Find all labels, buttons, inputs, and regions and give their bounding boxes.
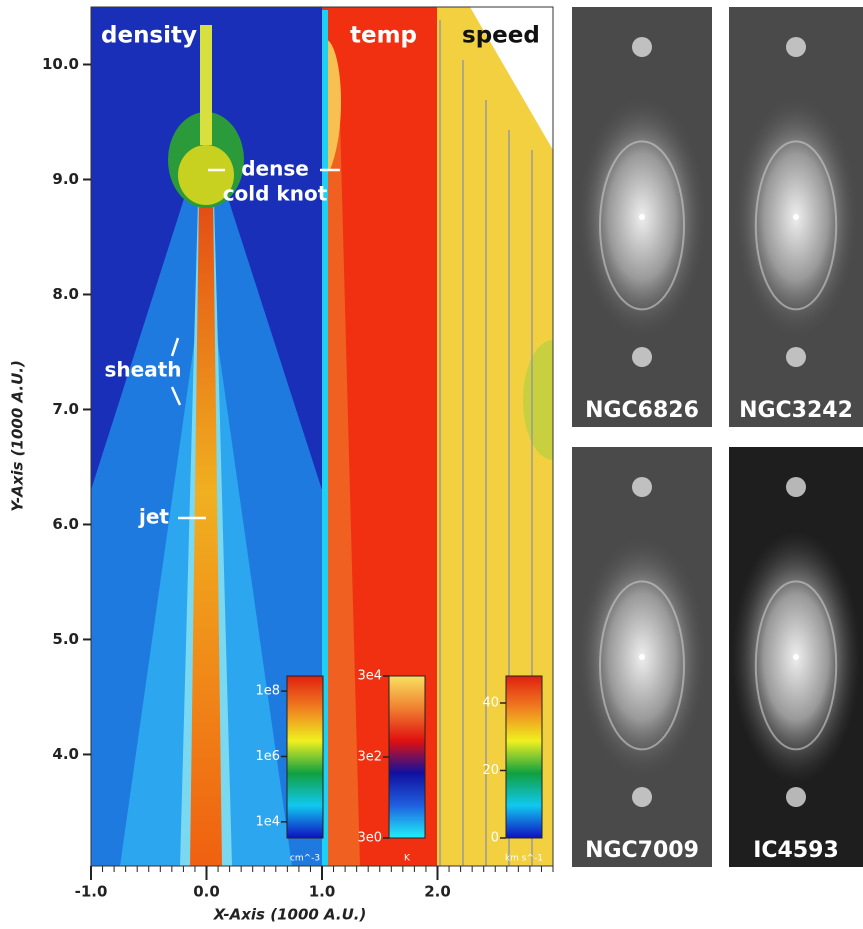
panel-label: speed [462, 23, 540, 49]
x-tick-label: 1.0 [309, 883, 336, 901]
colorbar-tick-label: 20 [482, 763, 499, 778]
x-tick-label: 2.0 [424, 883, 451, 901]
panel-label: temp [350, 23, 417, 49]
x-tick-label: -1.0 [75, 883, 108, 901]
nebula-knot [786, 787, 806, 807]
central-star [639, 654, 645, 660]
nebula-knot [632, 787, 652, 807]
nebula-knot [786, 477, 806, 497]
y-tick-label: 5.0 [52, 630, 79, 648]
colorbar-tick-label: 40 [482, 696, 499, 711]
annotation: jet [138, 505, 169, 529]
colorbar [506, 676, 542, 838]
nebula-knot [786, 37, 806, 57]
colorbar-tick-label: 3e0 [357, 831, 382, 846]
nebula-knot [632, 37, 652, 57]
image-label: NGC7009 [585, 838, 699, 863]
y-tick-label: 8.0 [52, 285, 79, 303]
y-tick-label: 4.0 [52, 745, 79, 763]
annotation: cold knot [223, 182, 328, 206]
figure: X-Axis (1000 A.U.) Y-Axis (1000 A.U.) 4.… [0, 0, 863, 929]
central-star [793, 654, 799, 660]
y-tick-label: 7.0 [52, 400, 79, 418]
nebula-knot [632, 347, 652, 367]
image-label: IC4593 [753, 838, 839, 863]
image-label: NGC6826 [585, 398, 699, 423]
colorbar-tick-label: 1e8 [255, 684, 280, 699]
colorbar-tick-label: 0 [491, 831, 499, 846]
x-tick-label: 0.0 [193, 883, 220, 901]
central-star [639, 214, 645, 220]
colorbar-unit: cm^-3 [290, 854, 320, 864]
annotation: dense [241, 157, 309, 181]
nebula-knot [786, 347, 806, 367]
colorbar-tick-label: 1e6 [255, 749, 280, 764]
y-tick-label: 9.0 [52, 170, 79, 188]
central-star [793, 214, 799, 220]
colorbar-tick-label: 3e2 [357, 750, 382, 765]
colorbar-tick-label: 1e4 [255, 814, 280, 829]
annotation: sheath [104, 358, 181, 382]
panel-label: density [101, 23, 197, 49]
y-tick-label: 10.0 [42, 55, 79, 73]
image-label: NGC3242 [739, 398, 853, 423]
colorbar-unit: km s^-1 [505, 854, 543, 864]
colorbar-tick-label: 3e4 [357, 669, 382, 684]
y-axis-title: Y-Axis (1000 A.U.) [9, 360, 27, 512]
x-axis-title: X-Axis (1000 A.U.) [213, 906, 367, 924]
nebula-knot [632, 477, 652, 497]
colorbar [389, 676, 425, 838]
y-tick-label: 6.0 [52, 515, 79, 533]
colorbar [287, 676, 323, 838]
